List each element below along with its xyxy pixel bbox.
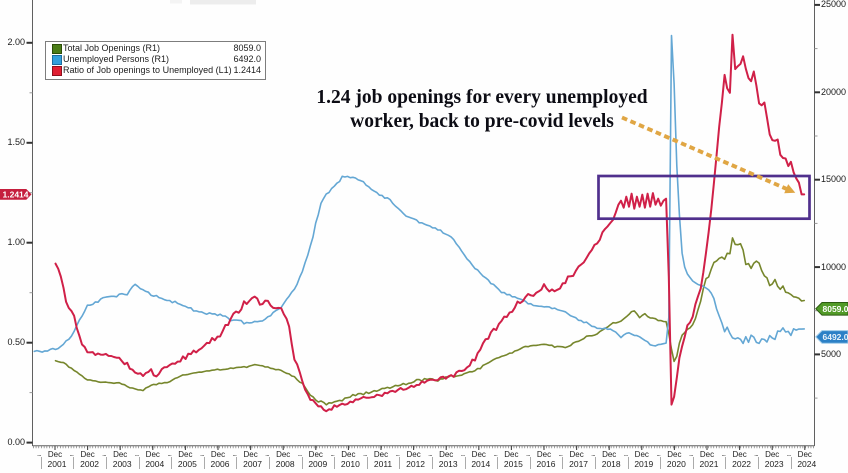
svg-text:8059.0: 8059.0 <box>823 304 848 314</box>
svg-text:6492.0: 6492.0 <box>823 332 848 342</box>
svg-text:1.2414: 1.2414 <box>3 190 29 200</box>
